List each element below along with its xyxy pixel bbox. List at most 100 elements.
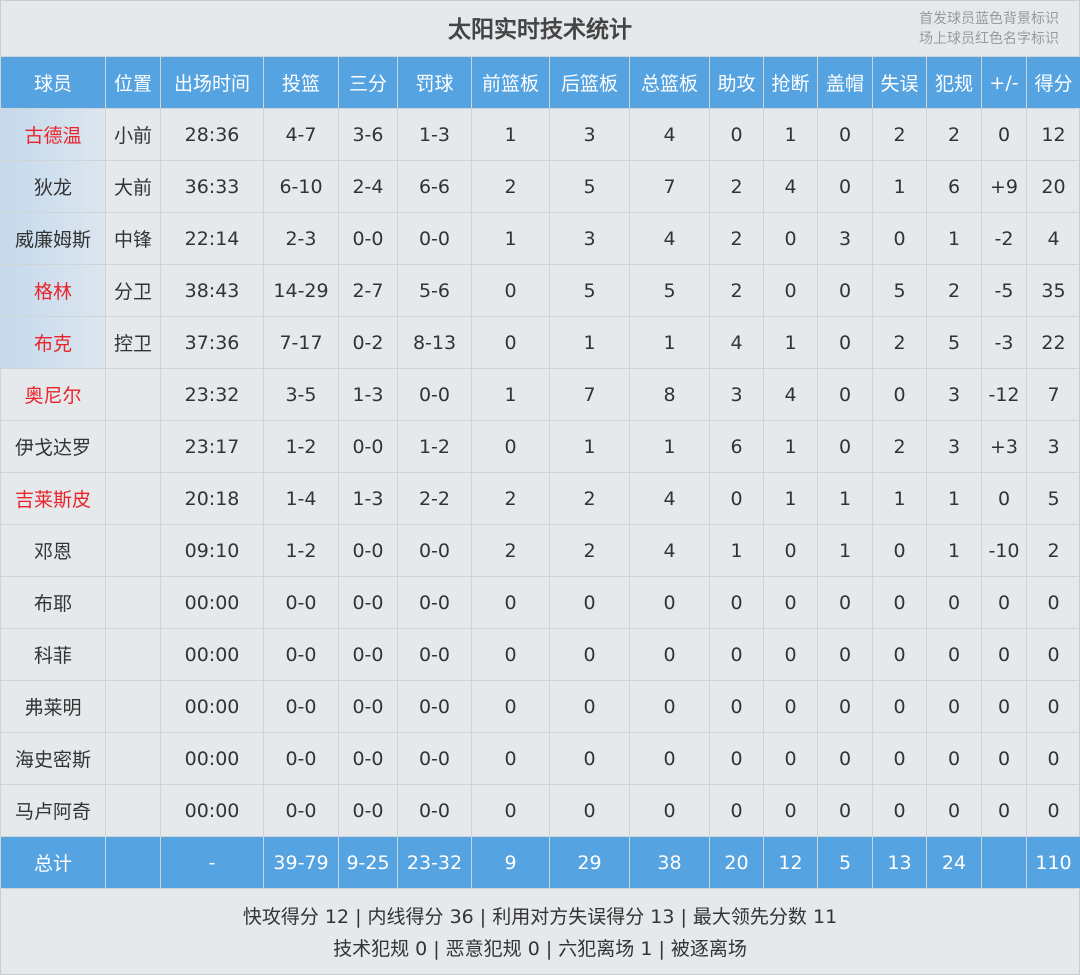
column-header[interactable]: 三分 — [338, 56, 398, 109]
player-row: 奥尼尔 23:32 3-5 1-3 0-0 1 7 8 3 4 0 0 3 -12 7 — [0, 368, 1080, 421]
stat-cell: 0-0 — [338, 576, 398, 629]
stat-cell: 0-0 — [397, 784, 472, 837]
stat-cell: 0 — [817, 316, 873, 369]
stat-cell: 2 — [926, 264, 982, 317]
player-name[interactable]: 布克 — [0, 316, 106, 369]
player-name[interactable]: 狄龙 — [0, 160, 106, 213]
player-name[interactable]: 弗莱明 — [0, 680, 106, 733]
stat-cell: -2 — [981, 212, 1027, 265]
stat-cell: 09:10 — [160, 524, 264, 577]
stat-cell: 0 — [817, 680, 873, 733]
stat-cell: 0 — [872, 784, 927, 837]
stat-cell: 0 — [629, 576, 710, 629]
column-header[interactable]: 助攻 — [709, 56, 764, 109]
stat-cell: 0 — [709, 784, 764, 837]
summary-line-2: 技术犯规 0 | 恶意犯规 0 | 六犯离场 1 | 被逐离场 — [333, 938, 747, 960]
player-row: 马卢阿奇 00:00 0-0 0-0 0-0 0 0 0 0 0 0 0 0 0 0 — [0, 784, 1080, 837]
stat-cell: 0 — [549, 576, 630, 629]
stat-cell: 0 — [763, 524, 818, 577]
stat-cell: 0 — [872, 628, 927, 681]
player-row: 古德温 小前 28:36 4-7 3-6 1-3 1 3 4 0 1 0 2 2 0 12 — [0, 108, 1080, 161]
stat-cell: 0 — [817, 784, 873, 837]
stat-cell: 0 — [1026, 784, 1080, 837]
stat-cell: 1-2 — [397, 420, 472, 473]
stat-cell: 0 — [1026, 732, 1080, 785]
stat-cell: 3 — [817, 212, 873, 265]
column-header[interactable]: 位置 — [105, 56, 161, 109]
stat-cell: 0 — [471, 316, 550, 369]
stat-cell: 1 — [471, 108, 550, 161]
player-name[interactable]: 伊戈达罗 — [0, 420, 106, 473]
stat-cell: 8 — [629, 368, 710, 421]
player-name[interactable]: 邓恩 — [0, 524, 106, 577]
player-name[interactable]: 吉莱斯皮 — [0, 472, 106, 525]
column-header[interactable]: 前篮板 — [471, 56, 550, 109]
column-header[interactable]: 盖帽 — [817, 56, 873, 109]
column-header[interactable]: 失误 — [872, 56, 927, 109]
stat-cell: -10 — [981, 524, 1027, 577]
column-header[interactable]: 得分 — [1026, 56, 1080, 109]
stat-cell: 0 — [981, 576, 1027, 629]
stat-cell: 2 — [872, 316, 927, 369]
column-header[interactable]: 抢断 — [763, 56, 818, 109]
stat-cell: 0 — [981, 680, 1027, 733]
stat-cell: -12 — [981, 368, 1027, 421]
player-name[interactable]: 马卢阿奇 — [0, 784, 106, 837]
player-name[interactable]: 格林 — [0, 264, 106, 317]
stat-cell: 0 — [763, 680, 818, 733]
stat-cell — [105, 784, 161, 837]
stat-cell: 0-0 — [397, 732, 472, 785]
title-bar: 太阳实时技术统计 首发球员蓝色背景标识 场上球员红色名字标识 — [1, 1, 1079, 56]
column-header[interactable]: 球员 — [0, 56, 106, 109]
stat-cell: 2 — [709, 160, 764, 213]
stat-cell — [105, 420, 161, 473]
stat-cell: -3 — [981, 316, 1027, 369]
player-name[interactable]: 海史密斯 — [0, 732, 106, 785]
column-header[interactable]: 总篮板 — [629, 56, 710, 109]
stat-cell: 0 — [763, 576, 818, 629]
stat-cell: 2-2 — [397, 472, 472, 525]
stat-cell: 0-0 — [263, 680, 339, 733]
stat-cell: 0 — [926, 628, 982, 681]
player-name[interactable]: 布耶 — [0, 576, 106, 629]
stat-cell: 1 — [709, 524, 764, 577]
stat-cell: 0 — [471, 420, 550, 473]
stat-cell: 0-0 — [263, 732, 339, 785]
player-name[interactable]: 科菲 — [0, 628, 106, 681]
total-cell: - — [160, 836, 264, 889]
stat-cell: 4-7 — [263, 108, 339, 161]
player-name[interactable]: 古德温 — [0, 108, 106, 161]
total-cell: 9 — [471, 836, 550, 889]
stat-cell: 1-3 — [397, 108, 472, 161]
stat-cell: 28:36 — [160, 108, 264, 161]
stat-cell: 1 — [629, 316, 710, 369]
stat-cell: 0 — [549, 784, 630, 837]
stat-cell: 5 — [549, 264, 630, 317]
column-header[interactable]: +/- — [981, 56, 1027, 109]
stat-cell: 4 — [629, 472, 710, 525]
stat-cell: 1 — [763, 108, 818, 161]
stat-cell: 5 — [549, 160, 630, 213]
column-header[interactable]: 投篮 — [263, 56, 339, 109]
stat-cell — [105, 576, 161, 629]
stat-cell: 0-0 — [263, 628, 339, 681]
stat-cell: 00:00 — [160, 784, 264, 837]
stats-table: 球员 位置 出场时间 投篮 三分 罚球 前篮板 后篮板 总篮板 助攻 抢断 盖帽 失误 犯规 +/- 得分 古… — [0, 56, 1080, 889]
column-header[interactable]: 犯规 — [926, 56, 982, 109]
player-name[interactable]: 奥尼尔 — [0, 368, 106, 421]
stat-cell: 2-4 — [338, 160, 398, 213]
stat-cell: 1-4 — [263, 472, 339, 525]
stat-cell: 2-3 — [263, 212, 339, 265]
stat-cell: 0-0 — [338, 524, 398, 577]
column-header[interactable]: 罚球 — [397, 56, 472, 109]
player-name[interactable]: 威廉姆斯 — [0, 212, 106, 265]
column-header[interactable]: 后篮板 — [549, 56, 630, 109]
stat-cell: 3 — [549, 212, 630, 265]
stat-cell: 0 — [471, 784, 550, 837]
stat-cell — [105, 732, 161, 785]
stat-cell: 4 — [709, 316, 764, 369]
page-title: 太阳实时技术统计 — [448, 17, 632, 43]
stat-cell: 0 — [981, 732, 1027, 785]
column-header[interactable]: 出场时间 — [160, 56, 264, 109]
stat-cell: 3 — [549, 108, 630, 161]
